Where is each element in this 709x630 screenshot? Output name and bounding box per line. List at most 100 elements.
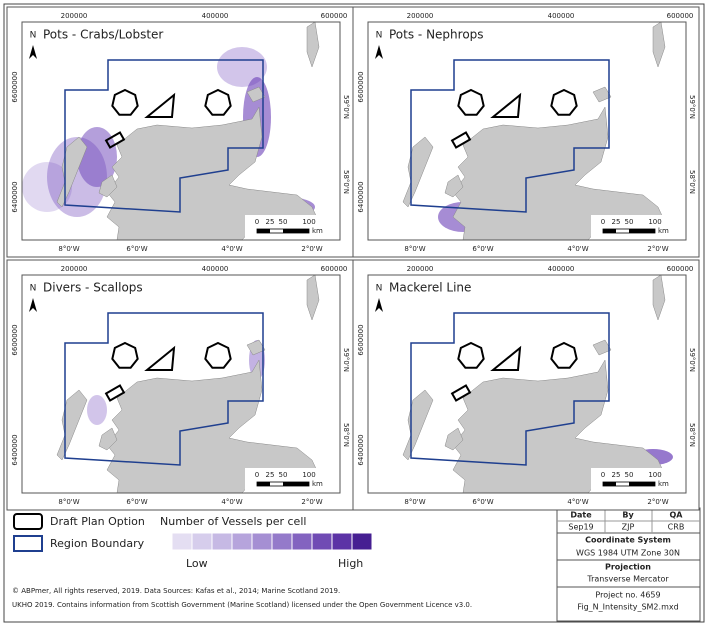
- info-value: ZJP: [622, 523, 635, 532]
- bottom-axis-label: 6°0'W: [472, 245, 493, 253]
- bottom-axis-label: 6°0'W: [472, 498, 493, 506]
- ramp-cell: [211, 532, 233, 551]
- north-arrow: [29, 45, 37, 59]
- right-axis-label: 59°0'N: [342, 348, 350, 372]
- right-axis-label: 59°0'N: [342, 95, 350, 119]
- left-axis-label: 6400000: [11, 181, 19, 212]
- bottom-axis-label: 8°0'W: [404, 498, 425, 506]
- scale-label: 0: [601, 218, 605, 226]
- scale-bar-fill: [603, 229, 616, 233]
- north-label: N: [376, 284, 383, 294]
- right-axis-label: 59°0'N: [688, 348, 696, 372]
- scale-label: 50: [279, 471, 288, 479]
- scale-label: 25: [612, 471, 621, 479]
- map-frame: [22, 22, 340, 240]
- legend-region: Region Boundary: [50, 537, 145, 550]
- draft-plan-option: [144, 92, 176, 118]
- draft-plan-option: [204, 341, 232, 369]
- left-axis-label: 6400000: [357, 434, 365, 465]
- island: [306, 275, 320, 321]
- island: [652, 275, 666, 321]
- scale-label: 100: [648, 218, 661, 226]
- island: [652, 22, 666, 68]
- legend-high: High: [338, 557, 363, 570]
- region-boundary: [64, 312, 264, 466]
- info-label: Projection: [605, 563, 651, 572]
- bottom-axis-label: 2°0'W: [301, 498, 322, 506]
- island: [444, 174, 464, 198]
- panel-title: Mackerel Line: [389, 281, 471, 295]
- bottom-axis-label: 8°0'W: [58, 245, 79, 253]
- title-bg: [23, 278, 183, 294]
- panel-title: Pots - Crabs/Lobster: [43, 28, 163, 42]
- map-frame-border: [367, 21, 687, 241]
- island: [592, 339, 612, 356]
- top-axis-label: 400000: [548, 12, 575, 20]
- figure-border: [3, 3, 705, 623]
- info-label: Coordinate System: [585, 536, 671, 545]
- info-header: QA: [670, 511, 684, 520]
- left-axis-label: 6600000: [11, 71, 19, 102]
- bottom-axis-label: 8°0'W: [404, 245, 425, 253]
- scale-label: 50: [279, 218, 288, 226]
- top-axis-label: 600000: [321, 12, 348, 20]
- scale-label: 0: [255, 471, 259, 479]
- north-arrow: [375, 298, 383, 312]
- ramp-cell: [351, 532, 373, 551]
- scale-label: 25: [266, 471, 275, 479]
- top-axis-label: 200000: [61, 12, 88, 20]
- legend-draft-swatch: [13, 513, 43, 530]
- right-axis-label: 58°0'N: [342, 423, 350, 447]
- legend-draft: Draft Plan Option: [50, 515, 145, 528]
- map-panel: N Pots - Crabs/Lobster 200000 400000 600000 8…: [6, 6, 354, 258]
- scale-unit: km: [658, 480, 669, 488]
- region-boundary: [410, 312, 610, 466]
- draft-plan-option: [490, 92, 522, 118]
- map-frame-border: [21, 21, 341, 241]
- island: [592, 86, 612, 103]
- ramp-cell: [171, 532, 193, 551]
- right-axis-label: 58°0'N: [688, 423, 696, 447]
- ramp-cell: [311, 532, 333, 551]
- left-axis-label: 6400000: [11, 434, 19, 465]
- scale-unit: km: [658, 227, 669, 235]
- scale-label: 25: [612, 218, 621, 226]
- map-frame-border: [21, 274, 341, 494]
- scale-label: 50: [625, 218, 634, 226]
- ramp-cell: [231, 532, 253, 551]
- draft-plan-option: [450, 131, 472, 149]
- info-value: Sep19: [568, 523, 593, 532]
- map-frame: [368, 275, 686, 493]
- legend-low: Low: [186, 557, 208, 570]
- info-box: Date By QA Sep19 ZJP CRB Coordinate Syst…: [556, 507, 701, 622]
- top-axis-label: 600000: [667, 265, 694, 273]
- right-axis-label: 58°0'N: [688, 170, 696, 194]
- top-axis-label: 400000: [202, 12, 229, 20]
- region-boundary: [64, 59, 264, 213]
- title-bg: [23, 25, 183, 41]
- draft-plan-option: [204, 88, 232, 116]
- island: [306, 22, 320, 68]
- draft-plan-option: [457, 341, 485, 369]
- bottom-axis-label: 4°0'W: [567, 498, 588, 506]
- scale-label: 0: [601, 471, 605, 479]
- scale-bar-fill: [629, 482, 655, 486]
- panel-title: Pots - Nephrops: [389, 28, 484, 42]
- legend-region-swatch: [13, 535, 43, 552]
- info-text: Fig_N_Intensity_SM2.mxd: [577, 603, 678, 612]
- north-arrow: [375, 45, 383, 59]
- ramp-cell: [291, 532, 313, 551]
- right-axis-label: 59°0'N: [688, 95, 696, 119]
- draft-plan-option: [450, 384, 472, 402]
- draft-plan-option: [144, 345, 176, 371]
- bottom-axis-label: 6°0'W: [126, 245, 147, 253]
- panel-title: Divers - Scallops: [43, 281, 143, 295]
- legend-intensity-title: Number of Vessels per cell: [160, 515, 306, 528]
- region-boundary: [410, 59, 610, 213]
- bottom-axis-label: 2°0'W: [647, 245, 668, 253]
- scale-bar-fill: [257, 229, 270, 233]
- scale-bar-fill: [283, 482, 309, 486]
- title-bg: [369, 25, 529, 41]
- scale-bar-fill: [629, 229, 655, 233]
